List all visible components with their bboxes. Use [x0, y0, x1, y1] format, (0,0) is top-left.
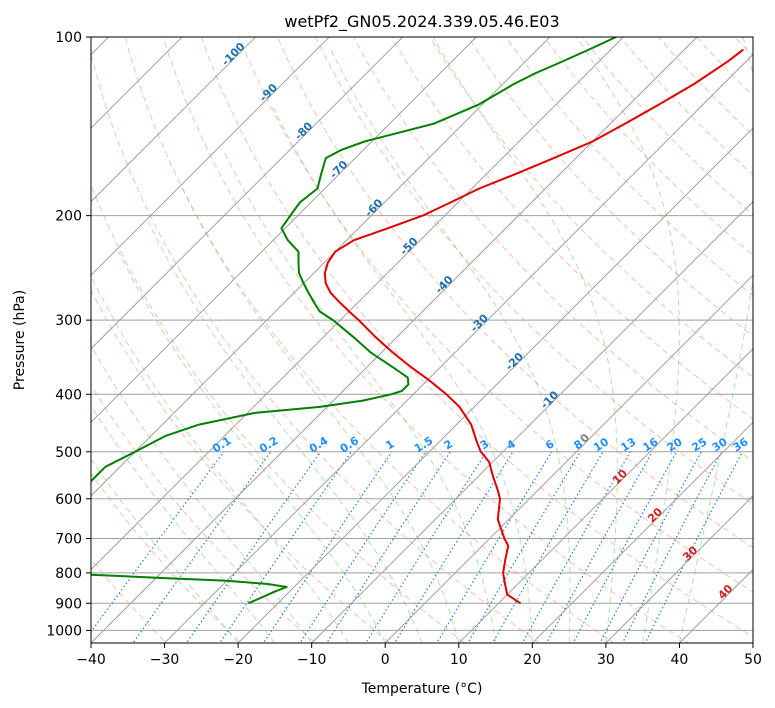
- mixing-ratio-line: [436, 451, 553, 643]
- mixing-ratio-line: [394, 451, 514, 643]
- y-tick-label: 100: [55, 30, 82, 46]
- isotherm: [91, 37, 404, 350]
- x-tick-label: 20: [523, 652, 541, 668]
- dry-adiabat: [91, 51, 540, 643]
- moist-adiabat: [91, 344, 313, 643]
- x-tick-label: −20: [223, 652, 253, 668]
- moist-adiabat: [576, 37, 680, 643]
- dry-adiabat: [353, 37, 753, 462]
- mixing-ratio-line: [572, 451, 678, 643]
- isotherm: [0, 10, 62, 655]
- isotherm: [384, 274, 753, 643]
- x-tick-label: −10: [297, 652, 327, 668]
- y-axis-title: Pressure (hPa): [12, 290, 28, 390]
- dry-adiabat: [91, 472, 242, 643]
- moist-adiabat: [147, 221, 423, 643]
- x-tick-label: −30: [150, 652, 180, 668]
- moist-adiabat: [330, 49, 571, 643]
- mixing-ratio-line: [492, 451, 604, 643]
- y-tick-label: 800: [55, 566, 82, 582]
- moist-adiabat: [182, 188, 460, 643]
- y-tick-label: 200: [55, 209, 82, 225]
- isotherm: [91, 37, 698, 643]
- isotherm: [605, 495, 753, 643]
- moist-adiabat: [91, 404, 276, 643]
- temperature-line: [323, 48, 744, 605]
- dry-adiabat: [238, 37, 753, 593]
- isotherm: [91, 37, 551, 497]
- mixing-ratio-line: [599, 451, 702, 643]
- dry-adiabat: [505, 37, 753, 296]
- y-tick-label: 500: [55, 445, 82, 461]
- moist-adiabat: [271, 104, 533, 643]
- mixing-ratio-line: [325, 451, 451, 643]
- moist-adiabat: [432, 37, 618, 643]
- y-tick-label: 700: [55, 532, 82, 548]
- chart-title: wetPf2_GN05.2024.339.05.46.E03: [284, 12, 559, 32]
- dry-adiabat: [91, 183, 466, 643]
- isotherm: [531, 421, 753, 643]
- plot-background: [91, 37, 753, 643]
- isotherm: [458, 348, 753, 643]
- y-tick-label: 400: [55, 387, 82, 403]
- moist-adiabat: [678, 37, 753, 643]
- isotherm: [310, 200, 753, 643]
- dry-adiabat: [200, 37, 753, 638]
- mixing-ratio-line: [545, 451, 653, 643]
- plot-frame: [90, 36, 754, 644]
- y-tick-label: 900: [55, 596, 82, 612]
- moist-adiabat: [91, 278, 349, 643]
- dry-adiabat: [91, 384, 317, 643]
- dry-adiabat: [315, 37, 753, 505]
- axes: −40 −30 −20 −10 0 10 20 30 40 50 100 200 300 400 500 60…: [46, 30, 762, 668]
- dewpoint-line: [91, 37, 617, 605]
- background-lines: [0, 10, 753, 655]
- mixing-ratio-line: [299, 451, 426, 643]
- isotherm: [237, 127, 753, 643]
- isotherm: [91, 37, 625, 571]
- isotherm: [91, 37, 183, 129]
- y-tick-label: 300: [55, 313, 82, 329]
- mixing-ratio-line: [467, 451, 581, 643]
- x-tick-label: 10: [450, 652, 468, 668]
- x-tick-label: 50: [744, 652, 762, 668]
- x-axis-title: Temperature (°C): [361, 681, 483, 697]
- x-tick-label: 40: [671, 652, 689, 668]
- y-tick-label: 1000: [46, 623, 82, 639]
- isotherm: [91, 37, 330, 276]
- isotherm: [91, 37, 478, 424]
- x-tick-label: −40: [76, 652, 106, 668]
- moist-adiabat: [91, 458, 239, 643]
- isotherm: [91, 37, 257, 203]
- mixing-ratio-line: [219, 451, 352, 643]
- y-tick-label: 600: [55, 492, 82, 508]
- x-tick-label: 30: [597, 652, 615, 668]
- mixing-ratio-line: [262, 451, 393, 643]
- mixing-ratio-line: [132, 451, 272, 643]
- moist-adiabat: [118, 251, 386, 643]
- moist-adiabat: [222, 149, 497, 643]
- isotherm: [163, 53, 753, 643]
- profile-lines: [91, 37, 744, 605]
- x-tick-label: 0: [381, 652, 390, 668]
